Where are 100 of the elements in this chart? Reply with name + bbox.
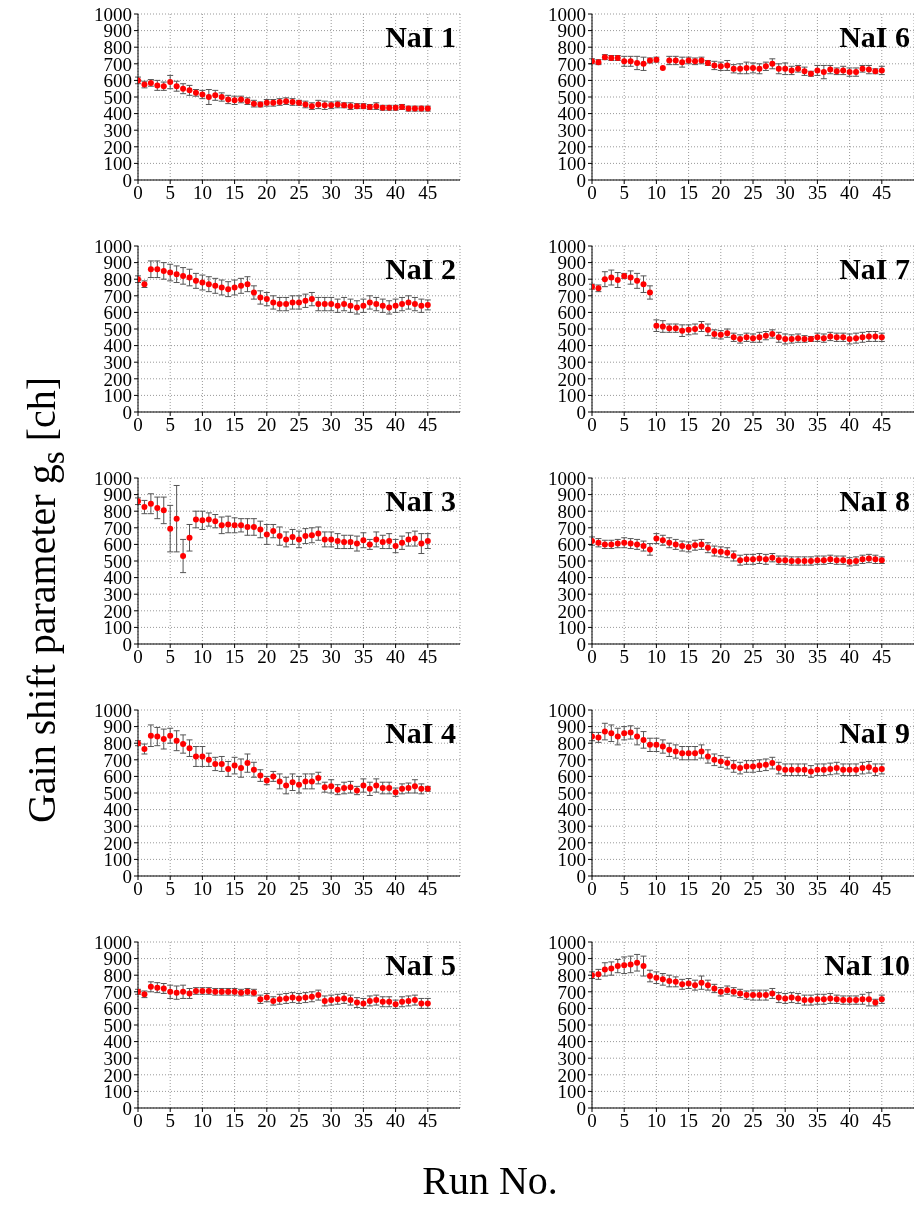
point bbox=[289, 299, 296, 306]
point bbox=[308, 778, 315, 785]
point bbox=[659, 64, 666, 71]
point bbox=[141, 504, 148, 511]
point bbox=[679, 750, 686, 757]
point bbox=[360, 782, 367, 789]
chart-title: NaI 6 bbox=[839, 20, 910, 54]
x-tick-label: 35 bbox=[807, 1110, 827, 1132]
point bbox=[250, 289, 257, 296]
x-tick-label: 35 bbox=[353, 1110, 373, 1132]
x-tick-label: 15 bbox=[225, 878, 245, 900]
point bbox=[160, 267, 167, 274]
point bbox=[360, 302, 367, 309]
point bbox=[685, 750, 692, 757]
point bbox=[276, 778, 283, 785]
point bbox=[820, 69, 827, 76]
x-tick-label: 40 bbox=[386, 414, 406, 436]
point bbox=[405, 536, 412, 543]
x-tick-label: 40 bbox=[840, 414, 860, 436]
x-tick-label: 5 bbox=[165, 646, 175, 668]
point bbox=[366, 299, 373, 306]
point bbox=[659, 743, 666, 750]
point bbox=[225, 765, 232, 772]
x-tick-label: 25 bbox=[743, 1110, 763, 1132]
x-tick-label: 25 bbox=[743, 414, 763, 436]
x-tick-label: 25 bbox=[743, 182, 763, 204]
point bbox=[257, 294, 264, 301]
x-tick-label: 30 bbox=[775, 646, 795, 668]
point bbox=[192, 753, 199, 760]
x-tick-label: 25 bbox=[289, 1110, 309, 1132]
x-tick-label: 45 bbox=[418, 1110, 438, 1132]
point bbox=[270, 528, 277, 535]
x-tick-label: 5 bbox=[165, 878, 175, 900]
point bbox=[640, 736, 647, 743]
point bbox=[640, 963, 647, 970]
chart-title: NaI 3 bbox=[385, 484, 456, 518]
point bbox=[386, 538, 393, 545]
point bbox=[634, 959, 641, 966]
x-tick-label: 25 bbox=[289, 646, 309, 668]
x-tick-label: 45 bbox=[872, 878, 892, 900]
point bbox=[154, 504, 161, 511]
x-tick-label: 5 bbox=[165, 1110, 175, 1132]
point bbox=[186, 745, 193, 752]
x-tick-label: 35 bbox=[353, 646, 373, 668]
point bbox=[270, 299, 277, 306]
point bbox=[321, 301, 328, 308]
x-tick-label: 25 bbox=[289, 414, 309, 436]
chart-title: NaI 7 bbox=[839, 252, 910, 286]
x-tick-label: 20 bbox=[257, 1110, 277, 1132]
x-tick-label: 20 bbox=[711, 182, 731, 204]
point bbox=[180, 272, 187, 279]
point bbox=[646, 289, 653, 296]
point bbox=[289, 533, 296, 540]
point bbox=[608, 965, 615, 972]
point bbox=[405, 299, 412, 306]
x-tick-label: 5 bbox=[165, 414, 175, 436]
point bbox=[238, 522, 245, 529]
point bbox=[199, 517, 206, 524]
x-tick-label: 40 bbox=[840, 1110, 860, 1132]
point bbox=[296, 781, 302, 788]
x-tick-label: 25 bbox=[289, 182, 309, 204]
point bbox=[424, 538, 431, 545]
point bbox=[614, 733, 621, 740]
point bbox=[608, 730, 615, 737]
x-tick-label: 20 bbox=[257, 414, 277, 436]
x-tick-label: 30 bbox=[775, 414, 795, 436]
x-tick-label: 10 bbox=[192, 1110, 212, 1132]
x-tick-label: 10 bbox=[192, 646, 212, 668]
point bbox=[173, 515, 180, 522]
point bbox=[353, 540, 360, 547]
point bbox=[328, 536, 335, 543]
x-tick-label: 25 bbox=[743, 878, 763, 900]
x-tick-label: 20 bbox=[711, 878, 731, 900]
point bbox=[411, 535, 418, 542]
point bbox=[621, 730, 628, 737]
point bbox=[296, 299, 302, 306]
point bbox=[373, 782, 380, 789]
chart-title: NaI 10 bbox=[824, 948, 910, 982]
point bbox=[315, 301, 322, 308]
point bbox=[167, 988, 174, 995]
point bbox=[192, 516, 199, 523]
point bbox=[244, 281, 251, 288]
point bbox=[238, 765, 245, 772]
point bbox=[205, 516, 212, 523]
x-tick-label: 10 bbox=[646, 414, 666, 436]
x-tick-label: 30 bbox=[775, 1110, 795, 1132]
x-tick-label: 5 bbox=[165, 182, 175, 204]
point bbox=[147, 500, 154, 507]
point bbox=[698, 979, 705, 986]
point bbox=[341, 538, 348, 545]
point bbox=[373, 301, 380, 308]
point bbox=[167, 525, 174, 532]
point bbox=[180, 553, 187, 560]
point bbox=[360, 537, 367, 544]
x-tick-label: 45 bbox=[418, 878, 438, 900]
point bbox=[399, 539, 406, 546]
point bbox=[212, 282, 219, 289]
x-tick-label: 20 bbox=[257, 182, 277, 204]
point bbox=[205, 281, 212, 288]
point bbox=[173, 737, 180, 744]
